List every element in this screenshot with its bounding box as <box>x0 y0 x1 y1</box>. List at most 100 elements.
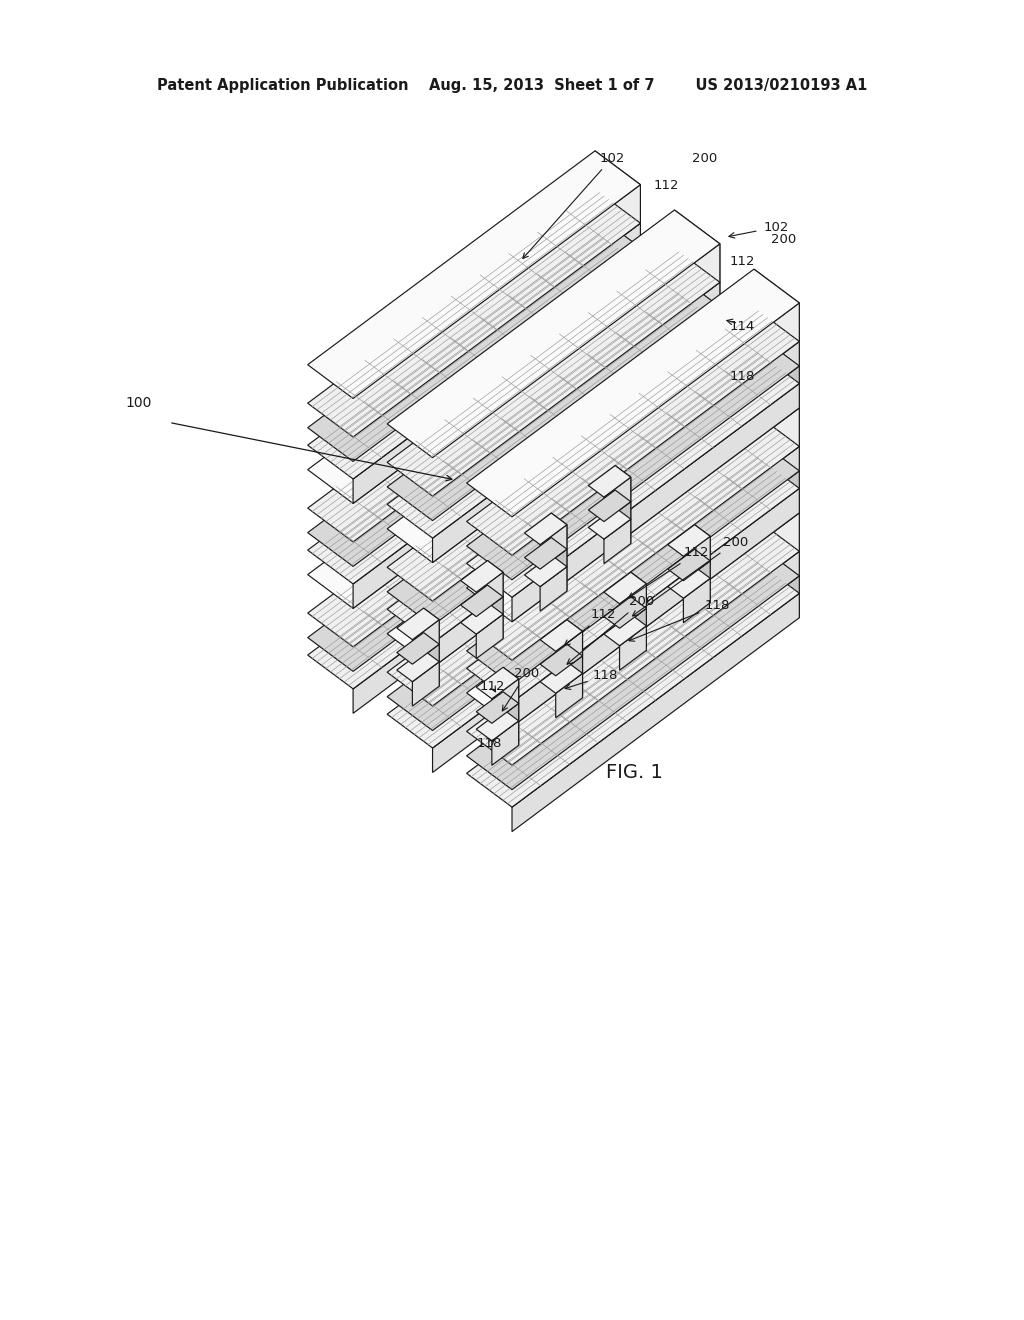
Text: Patent Application Publication    Aug. 15, 2013  Sheet 1 of 7        US 2013/021: Patent Application Publication Aug. 15, … <box>157 78 867 94</box>
Polygon shape <box>595 337 640 395</box>
Text: 118: 118 <box>730 370 755 383</box>
Polygon shape <box>675 210 720 282</box>
Polygon shape <box>589 507 631 539</box>
Polygon shape <box>387 458 720 706</box>
Text: 200: 200 <box>503 667 539 711</box>
Polygon shape <box>396 609 439 640</box>
Polygon shape <box>432 492 720 730</box>
Polygon shape <box>540 644 583 676</box>
Polygon shape <box>675 315 720 387</box>
Polygon shape <box>461 585 503 616</box>
Polygon shape <box>683 578 711 623</box>
Polygon shape <box>754 269 800 342</box>
Polygon shape <box>604 572 646 603</box>
Polygon shape <box>540 549 567 586</box>
Polygon shape <box>512 576 800 807</box>
Polygon shape <box>595 189 640 248</box>
Text: FIG. 1: FIG. 1 <box>606 763 664 781</box>
Polygon shape <box>353 395 640 647</box>
Polygon shape <box>307 214 640 462</box>
Polygon shape <box>754 517 800 576</box>
Polygon shape <box>307 399 640 647</box>
Text: 100: 100 <box>125 396 152 409</box>
Polygon shape <box>589 490 631 521</box>
Polygon shape <box>432 244 720 496</box>
Polygon shape <box>492 704 519 741</box>
Polygon shape <box>467 350 800 597</box>
Polygon shape <box>387 420 720 668</box>
Polygon shape <box>512 513 800 766</box>
Polygon shape <box>551 537 567 566</box>
Polygon shape <box>620 583 646 628</box>
Polygon shape <box>307 319 640 566</box>
Polygon shape <box>512 383 800 622</box>
Polygon shape <box>476 709 519 741</box>
Text: 102: 102 <box>523 152 625 259</box>
Polygon shape <box>307 441 640 689</box>
Polygon shape <box>540 661 583 693</box>
Polygon shape <box>387 483 720 730</box>
Polygon shape <box>595 360 640 433</box>
Polygon shape <box>595 150 640 223</box>
Polygon shape <box>556 656 583 693</box>
Polygon shape <box>387 378 720 626</box>
Polygon shape <box>540 619 583 651</box>
Polygon shape <box>467 517 800 766</box>
Polygon shape <box>615 507 631 544</box>
Polygon shape <box>307 337 640 583</box>
Polygon shape <box>512 446 800 685</box>
Polygon shape <box>387 500 720 748</box>
Polygon shape <box>524 537 567 569</box>
Polygon shape <box>396 632 439 664</box>
Text: 112: 112 <box>480 680 506 693</box>
Polygon shape <box>631 614 646 651</box>
Polygon shape <box>387 210 720 458</box>
Polygon shape <box>387 290 720 539</box>
Polygon shape <box>604 614 646 645</box>
Polygon shape <box>551 554 567 591</box>
Polygon shape <box>694 524 711 561</box>
Polygon shape <box>589 466 631 498</box>
Polygon shape <box>668 566 711 598</box>
Polygon shape <box>595 214 640 265</box>
Polygon shape <box>492 678 519 723</box>
Polygon shape <box>307 256 640 503</box>
Polygon shape <box>476 667 519 698</box>
Polygon shape <box>503 667 519 704</box>
Polygon shape <box>467 308 800 556</box>
Polygon shape <box>604 597 646 628</box>
Polygon shape <box>467 413 800 660</box>
Polygon shape <box>387 396 720 643</box>
Text: 200: 200 <box>633 536 748 616</box>
Polygon shape <box>754 374 800 446</box>
Polygon shape <box>595 399 640 458</box>
Text: 112: 112 <box>564 609 616 645</box>
Polygon shape <box>432 325 720 562</box>
Polygon shape <box>353 185 640 437</box>
Polygon shape <box>307 360 640 609</box>
Polygon shape <box>683 561 711 598</box>
Polygon shape <box>476 572 503 616</box>
Polygon shape <box>432 516 720 748</box>
Polygon shape <box>567 619 583 656</box>
Polygon shape <box>604 519 631 564</box>
Text: 118: 118 <box>565 669 618 689</box>
Polygon shape <box>754 479 800 552</box>
Polygon shape <box>512 366 800 597</box>
Polygon shape <box>467 454 800 702</box>
Polygon shape <box>556 673 583 718</box>
Text: 200: 200 <box>567 595 654 664</box>
Polygon shape <box>432 412 720 643</box>
Polygon shape <box>551 513 567 549</box>
Polygon shape <box>387 248 720 496</box>
Polygon shape <box>675 483 720 535</box>
Polygon shape <box>503 692 519 721</box>
Polygon shape <box>604 477 631 521</box>
Text: 118: 118 <box>477 737 503 750</box>
Polygon shape <box>353 433 640 672</box>
Polygon shape <box>467 437 800 685</box>
Polygon shape <box>540 524 567 569</box>
Polygon shape <box>567 661 583 698</box>
Polygon shape <box>754 437 800 488</box>
Polygon shape <box>432 535 720 772</box>
